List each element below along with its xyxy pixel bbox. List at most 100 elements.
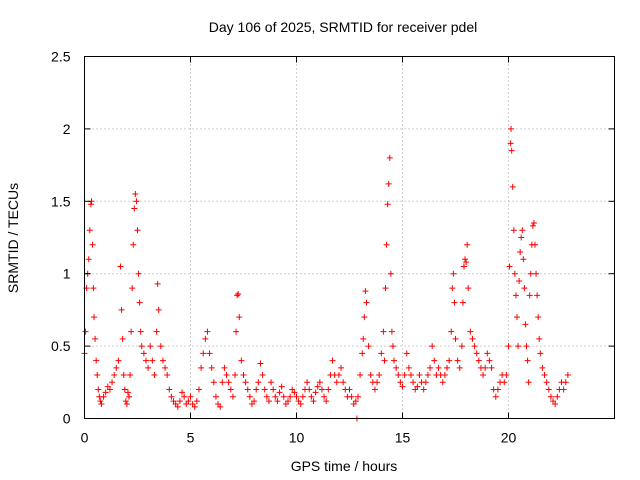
data-point: [208, 364, 215, 371]
data-point: [510, 227, 517, 234]
data-point: [187, 393, 194, 400]
data-point: [460, 263, 467, 270]
data-point: [515, 343, 522, 350]
data-point: [151, 372, 158, 379]
data-point: [91, 314, 98, 321]
data-point: [520, 256, 527, 263]
data-point: [136, 299, 143, 306]
data-point: [552, 401, 559, 408]
data-point: [467, 328, 474, 335]
data-point: [471, 343, 478, 350]
data-point: [118, 306, 125, 313]
data-point: [482, 364, 489, 371]
data-point: [242, 379, 249, 386]
data-point: [191, 403, 198, 410]
data-point: [378, 350, 385, 357]
data-point: [534, 292, 541, 299]
data-point: [410, 379, 417, 386]
data-point: [137, 328, 144, 335]
data-point: [506, 263, 513, 270]
data-point: [395, 372, 402, 379]
data-point: [505, 343, 512, 350]
data-point: [261, 386, 268, 393]
data-point: [530, 220, 537, 227]
data-point: [488, 364, 495, 371]
data-point: [235, 290, 242, 297]
data-point: [274, 398, 281, 405]
data-point: [174, 403, 181, 410]
data-point: [293, 393, 300, 400]
data-point: [200, 350, 207, 357]
data-point: [397, 379, 404, 386]
y-tick-label: 2.5: [51, 49, 71, 65]
data-point: [117, 263, 124, 270]
data-point: [128, 328, 135, 335]
data-point: [527, 270, 534, 277]
data-point: [386, 154, 393, 161]
data-point: [380, 328, 387, 335]
data-point: [454, 357, 461, 364]
ticks-layer: 0 5 10 15 20 0 0.5 1 1.5 2 2.5: [51, 49, 615, 446]
data-point: [206, 350, 213, 357]
data-point: [95, 386, 102, 393]
data-point: [529, 222, 536, 229]
data-point: [97, 398, 104, 405]
data-point: [431, 357, 438, 364]
data-point: [138, 343, 145, 350]
data-point: [522, 321, 529, 328]
data-point: [539, 364, 546, 371]
data-point: [285, 398, 292, 405]
data-point: [164, 372, 171, 379]
data-point: [389, 343, 396, 350]
data-point: [376, 372, 383, 379]
data-point: [444, 364, 451, 371]
data-point: [464, 241, 471, 248]
data-point: [202, 335, 209, 342]
data-point: [424, 372, 431, 379]
data-point: [547, 393, 554, 400]
data-point: [446, 357, 453, 364]
data-point: [227, 386, 234, 393]
data-point: [523, 343, 530, 350]
data-point: [318, 386, 325, 393]
data-point: [181, 393, 188, 400]
data-point: [92, 335, 99, 342]
data-point: [113, 364, 120, 371]
data-point: [90, 285, 97, 292]
data-point: [473, 350, 480, 357]
data-point: [142, 357, 149, 364]
data-point: [272, 393, 279, 400]
data-point: [519, 227, 526, 234]
data-point: [234, 292, 241, 299]
data-point: [270, 386, 277, 393]
data-point: [385, 180, 392, 187]
data-point: [124, 389, 131, 396]
data-point: [475, 357, 482, 364]
data-point: [365, 343, 372, 350]
x-tick-label: 5: [187, 430, 195, 446]
y-tick-label: 2: [63, 121, 71, 137]
data-point: [140, 350, 147, 357]
data-point: [357, 372, 364, 379]
data-point: [562, 379, 569, 386]
data-point: [492, 393, 499, 400]
data-point: [545, 386, 552, 393]
data-point: [255, 379, 262, 386]
data-point: [340, 379, 347, 386]
data-point: [287, 393, 294, 400]
data-point: [391, 357, 398, 364]
data-point: [166, 386, 173, 393]
data-point: [560, 386, 567, 393]
data-point: [480, 372, 487, 379]
data-point: [86, 227, 93, 234]
chart-title: Day 106 of 2025, SRMTID for receiver pde…: [209, 19, 477, 35]
data-point: [176, 398, 183, 405]
data-point: [204, 328, 211, 335]
data-point: [363, 299, 370, 306]
data-point: [278, 383, 285, 390]
data-point: [383, 241, 390, 248]
data-point: [268, 379, 275, 386]
data-point: [153, 328, 160, 335]
data-point: [304, 379, 311, 386]
data-point: [82, 328, 89, 335]
